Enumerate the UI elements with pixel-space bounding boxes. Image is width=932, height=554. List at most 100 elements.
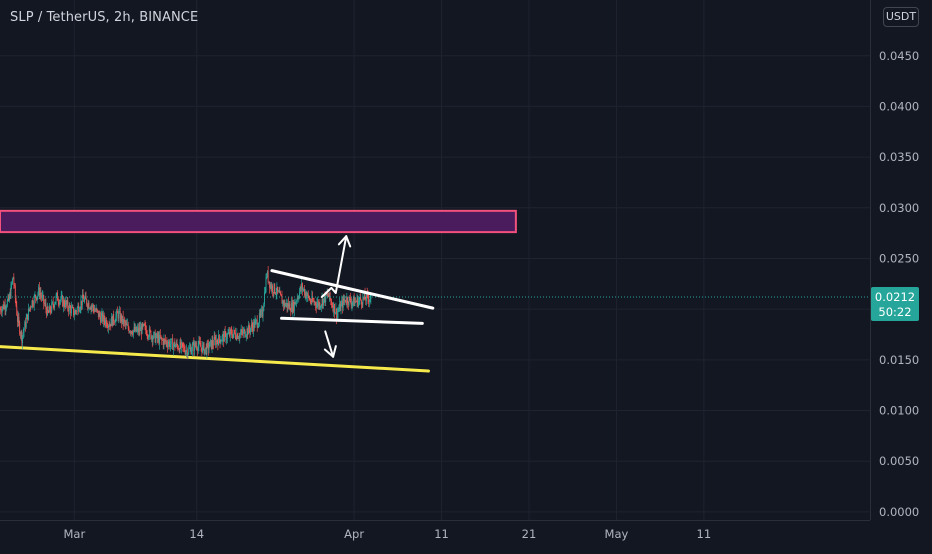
candle <box>114 320 115 325</box>
candle-body <box>220 341 221 343</box>
candle <box>338 307 339 318</box>
candle-body <box>113 314 114 322</box>
candle-body <box>117 311 118 313</box>
x-tick-label: 14 <box>189 527 204 541</box>
candle-body <box>280 292 281 295</box>
candle <box>288 297 289 309</box>
candle-body <box>22 335 23 343</box>
candle-body <box>80 308 81 310</box>
y-tick-label: 0.0150 <box>879 353 919 367</box>
candle-body <box>175 346 176 348</box>
candle-body <box>359 299 360 301</box>
candle-body <box>155 337 156 342</box>
candle-body <box>317 304 318 307</box>
candle-body <box>54 304 55 307</box>
candle-body <box>84 299 85 302</box>
candle-body <box>0 309 1 311</box>
candle-body <box>320 306 321 308</box>
candle-body <box>209 347 210 350</box>
candle-body <box>51 303 52 312</box>
x-tick-label: 11 <box>697 527 712 541</box>
candle-body <box>153 333 154 338</box>
candle-body <box>43 295 44 303</box>
candle-body <box>23 332 24 335</box>
candle <box>297 294 298 304</box>
candle-body <box>185 351 186 353</box>
candle-body <box>243 331 244 334</box>
candle-body <box>101 316 102 323</box>
candle-body <box>16 298 17 306</box>
candle <box>260 308 261 318</box>
currency-button[interactable]: USDT <box>883 7 919 27</box>
candle-body <box>144 324 145 325</box>
candle-body <box>219 335 220 340</box>
candle <box>77 306 78 315</box>
candle-body <box>217 340 218 342</box>
candle-body <box>321 305 322 307</box>
candle-body <box>240 334 241 335</box>
candle-body <box>150 329 151 331</box>
candle-body <box>327 294 328 295</box>
candle <box>91 303 92 312</box>
candle-body <box>302 283 303 289</box>
candle-body <box>202 345 203 352</box>
candle-body <box>77 308 78 312</box>
candle-body <box>198 346 199 351</box>
candle-body <box>337 312 338 318</box>
candle <box>44 299 45 306</box>
candle <box>351 297 352 308</box>
candle-body <box>74 315 75 316</box>
candle-body <box>118 312 119 318</box>
candle <box>86 291 87 299</box>
candle-body <box>170 344 171 347</box>
candle <box>159 331 160 350</box>
candle <box>188 353 189 359</box>
candle-body <box>2 308 3 312</box>
candle <box>108 324 109 333</box>
candle-body <box>221 340 222 341</box>
candle <box>275 292 276 295</box>
candle-body <box>73 307 74 315</box>
candle <box>83 289 84 298</box>
candle-body <box>331 301 332 305</box>
candle-body <box>16 306 17 315</box>
candle <box>143 323 144 327</box>
candle <box>310 298 311 304</box>
candle-body <box>153 338 154 341</box>
candle-body <box>137 329 138 331</box>
candle <box>351 299 352 312</box>
candle-body <box>48 307 49 312</box>
candle-body <box>177 343 178 346</box>
candle <box>316 302 317 314</box>
candle <box>369 299 370 307</box>
resistance-zone[interactable] <box>0 211 516 232</box>
candle-body <box>361 300 362 304</box>
y-tick-label: 0.0100 <box>879 404 919 418</box>
candle <box>337 307 338 320</box>
candle-body <box>233 334 234 338</box>
candle <box>290 301 291 311</box>
candle <box>274 283 275 294</box>
candle <box>117 306 118 313</box>
candle-body <box>295 302 296 304</box>
candle <box>319 299 320 310</box>
candle <box>69 303 70 308</box>
y-tick-label: 0.0250 <box>879 251 919 265</box>
candle <box>222 334 223 345</box>
candle-body <box>255 321 256 328</box>
candle-body <box>244 329 245 336</box>
candle <box>239 333 240 343</box>
candle <box>181 339 182 353</box>
candle-body <box>96 309 97 311</box>
candle <box>40 287 41 301</box>
candle <box>233 334 234 339</box>
candle-body <box>266 276 267 277</box>
candle-body <box>222 336 223 341</box>
candle <box>250 328 251 335</box>
candle-body <box>231 331 232 335</box>
candle-body <box>263 304 264 311</box>
